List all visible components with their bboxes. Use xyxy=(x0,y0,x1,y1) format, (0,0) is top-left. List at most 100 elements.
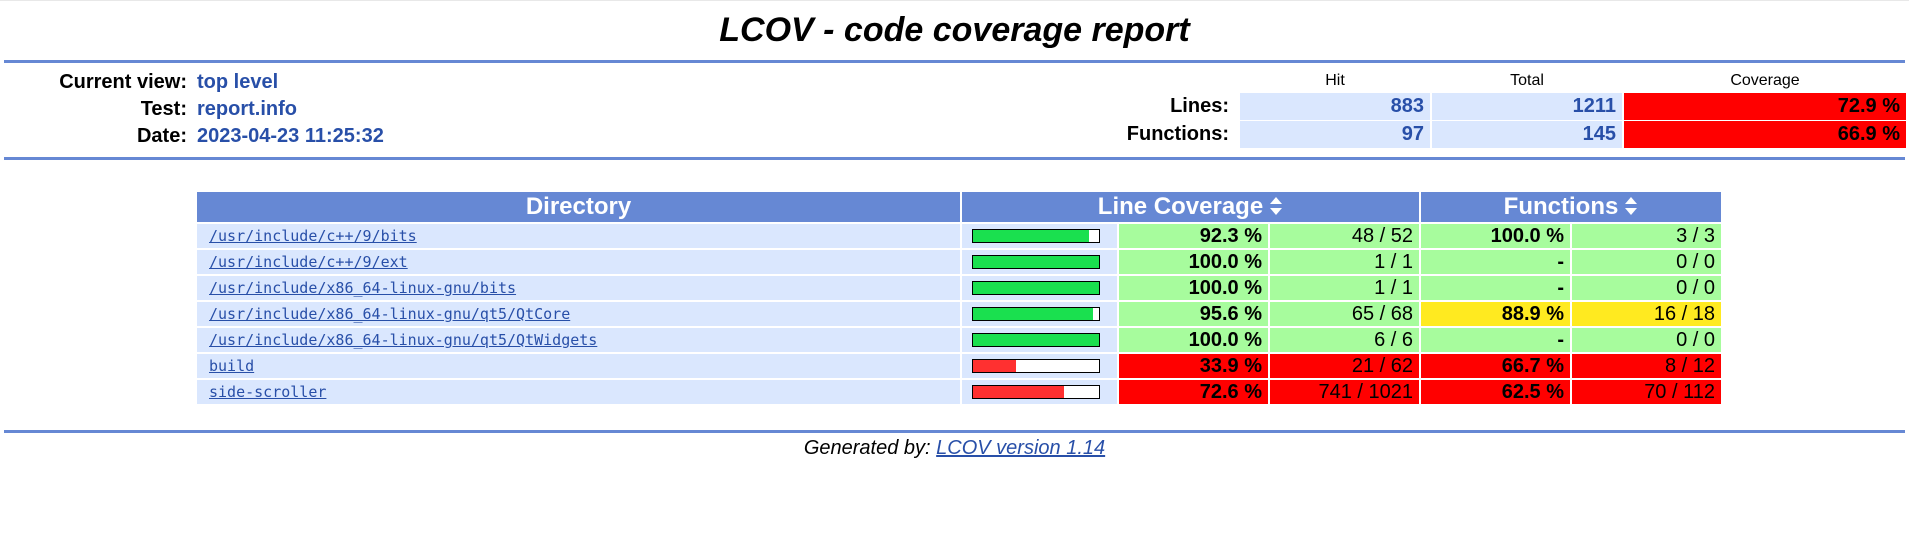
report-header: Current view: top level Test: report.info … xyxy=(0,63,1909,157)
directory-cell: /usr/include/c++/9/ext xyxy=(197,250,960,274)
line-coverage-count: 48 / 52 xyxy=(1270,224,1419,248)
function-coverage-percent: 88.9 % xyxy=(1421,302,1570,326)
test-value: report.info xyxy=(197,98,297,120)
coverage-bar-cell xyxy=(962,380,1117,404)
directory-link[interactable]: /usr/include/x86_64-linux-gnu/bits xyxy=(209,279,517,297)
function-coverage-count: 3 / 3 xyxy=(1572,224,1721,248)
summary-total-header: Total xyxy=(1510,72,1544,89)
coverage-bar-fill xyxy=(973,230,1090,242)
function-coverage-percent: - xyxy=(1421,276,1570,300)
function-coverage-count: 0 / 0 xyxy=(1572,328,1721,352)
directory-table: Directory Line Coverage Functions /usr/i… xyxy=(195,190,1723,406)
directory-cell: /usr/include/x86_64-linux-gnu/qt5/QtCore xyxy=(197,302,960,326)
table-row: /usr/include/x86_64-linux-gnu/bits 100.0 … xyxy=(197,276,1721,300)
function-coverage-count: 16 / 18 xyxy=(1572,302,1721,326)
function-coverage-percent: 66.7 % xyxy=(1421,354,1570,378)
function-coverage-count: 0 / 0 xyxy=(1572,276,1721,300)
coverage-bar xyxy=(972,255,1100,269)
coverage-summary: Hit Total Coverage Lines: 883 1211 72.9 % Fun… xyxy=(1100,69,1906,149)
coverage-bar xyxy=(972,359,1100,373)
functions-column-header[interactable]: Functions xyxy=(1421,192,1721,222)
current-view-label: Current view: xyxy=(59,71,187,93)
directory-link[interactable]: side-scroller xyxy=(209,383,327,401)
directory-link[interactable]: /usr/include/c++/9/ext xyxy=(209,253,408,271)
coverage-bar-fill xyxy=(973,360,1016,372)
lines-hit: 883 xyxy=(1240,93,1430,120)
coverage-bar xyxy=(972,307,1100,321)
summary-hit-header: Hit xyxy=(1325,72,1345,89)
line-coverage-count: 6 / 6 xyxy=(1270,328,1419,352)
table-row: build 33.9 % 21 / 62 66.7 % 8 / 12 xyxy=(197,354,1721,378)
directory-link[interactable]: /usr/include/c++/9/bits xyxy=(209,227,417,245)
line-coverage-percent: 92.3 % xyxy=(1119,224,1268,248)
top-border xyxy=(0,0,1909,1)
line-coverage-count: 65 / 68 xyxy=(1270,302,1419,326)
directory-link[interactable]: build xyxy=(209,357,255,375)
coverage-bar xyxy=(972,333,1100,347)
coverage-bar-fill xyxy=(973,282,1099,294)
function-coverage-percent: 100.0 % xyxy=(1421,224,1570,248)
coverage-bar-fill xyxy=(973,308,1094,320)
summary-functions-row: Functions: 97 145 66.9 % xyxy=(1100,121,1906,148)
table-row: /usr/include/c++/9/ext 100.0 % 1 / 1-0 / 0 xyxy=(197,250,1721,274)
summary-divider xyxy=(4,157,1905,160)
page-title: LCOV - code coverage report xyxy=(719,11,1190,49)
coverage-bar-fill xyxy=(973,386,1065,398)
footer: Generated by: LCOV version 1.14 xyxy=(0,437,1909,460)
table-row: side-scroller 72.6 % 741 / 1021 62.5 % 70 / … xyxy=(197,380,1721,404)
coverage-bar-fill xyxy=(973,334,1099,346)
coverage-bar-cell xyxy=(962,354,1117,378)
coverage-bar xyxy=(972,385,1100,399)
functions-coverage: 66.9 % xyxy=(1624,121,1906,148)
current-view-link[interactable]: top level xyxy=(197,71,279,93)
function-coverage-percent: - xyxy=(1421,328,1570,352)
line-coverage-percent: 100.0 % xyxy=(1119,276,1268,300)
directory-column-header: Directory xyxy=(197,192,960,222)
report-info: Current view: top level Test: report.info … xyxy=(0,69,384,150)
line-coverage-percent: 100.0 % xyxy=(1119,250,1268,274)
lines-label: Lines: xyxy=(1170,95,1229,117)
directory-cell: side-scroller xyxy=(197,380,960,404)
directory-cell: /usr/include/c++/9/bits xyxy=(197,224,960,248)
table-row: /usr/include/x86_64-linux-gnu/qt5/QtCore… xyxy=(197,302,1721,326)
test-label: Test: xyxy=(140,98,187,120)
function-coverage-percent: 62.5 % xyxy=(1421,380,1570,404)
header-divider xyxy=(4,60,1905,63)
summary-lines-row: Lines: 883 1211 72.9 % xyxy=(1100,93,1906,120)
coverage-bar-fill xyxy=(973,256,1099,268)
line-coverage-percent: 100.0 % xyxy=(1119,328,1268,352)
directory-link[interactable]: /usr/include/x86_64-linux-gnu/qt5/QtWidg… xyxy=(209,331,598,349)
date-label: Date: xyxy=(136,125,187,147)
coverage-bar-cell xyxy=(962,250,1117,274)
table-row: /usr/include/x86_64-linux-gnu/qt5/QtWidg… xyxy=(197,328,1721,352)
directory-link[interactable]: /usr/include/x86_64-linux-gnu/qt5/QtCore xyxy=(209,305,571,323)
line-coverage-count: 1 / 1 xyxy=(1270,276,1419,300)
function-coverage-count: 8 / 12 xyxy=(1572,354,1721,378)
coverage-bar xyxy=(972,229,1100,243)
footer-divider xyxy=(4,430,1905,433)
function-coverage-percent: - xyxy=(1421,250,1570,274)
summary-coverage-header: Coverage xyxy=(1730,72,1800,89)
generated-by-label: Generated by: xyxy=(803,437,931,459)
sort-icon[interactable] xyxy=(1624,195,1638,217)
line-coverage-column-header[interactable]: Line Coverage xyxy=(962,192,1419,222)
line-coverage-percent: 33.9 % xyxy=(1119,354,1268,378)
lines-total: 1211 xyxy=(1432,93,1622,120)
line-coverage-percent: 72.6 % xyxy=(1119,380,1268,404)
functions-hit: 97 xyxy=(1240,121,1430,148)
coverage-bar xyxy=(972,281,1100,295)
table-row: /usr/include/c++/9/bits 92.3 % 48 / 52 100.… xyxy=(197,224,1721,248)
line-coverage-count: 741 / 1021 xyxy=(1270,380,1419,404)
lcov-version-link[interactable]: LCOV version 1.14 xyxy=(936,437,1106,459)
function-coverage-count: 70 / 112 xyxy=(1572,380,1721,404)
sort-icon[interactable] xyxy=(1269,195,1283,217)
functions-label: Functions: xyxy=(1126,123,1229,145)
directory-table-wrapper: Directory Line Coverage Functions /usr/i… xyxy=(195,190,1723,406)
date-value: 2023-04-23 11:25:32 xyxy=(197,125,384,147)
coverage-bar-cell xyxy=(962,276,1117,300)
directory-cell: build xyxy=(197,354,960,378)
lines-coverage: 72.9 % xyxy=(1624,93,1906,120)
coverage-bar-cell xyxy=(962,224,1117,248)
line-coverage-percent: 95.6 % xyxy=(1119,302,1268,326)
functions-total: 145 xyxy=(1432,121,1622,148)
